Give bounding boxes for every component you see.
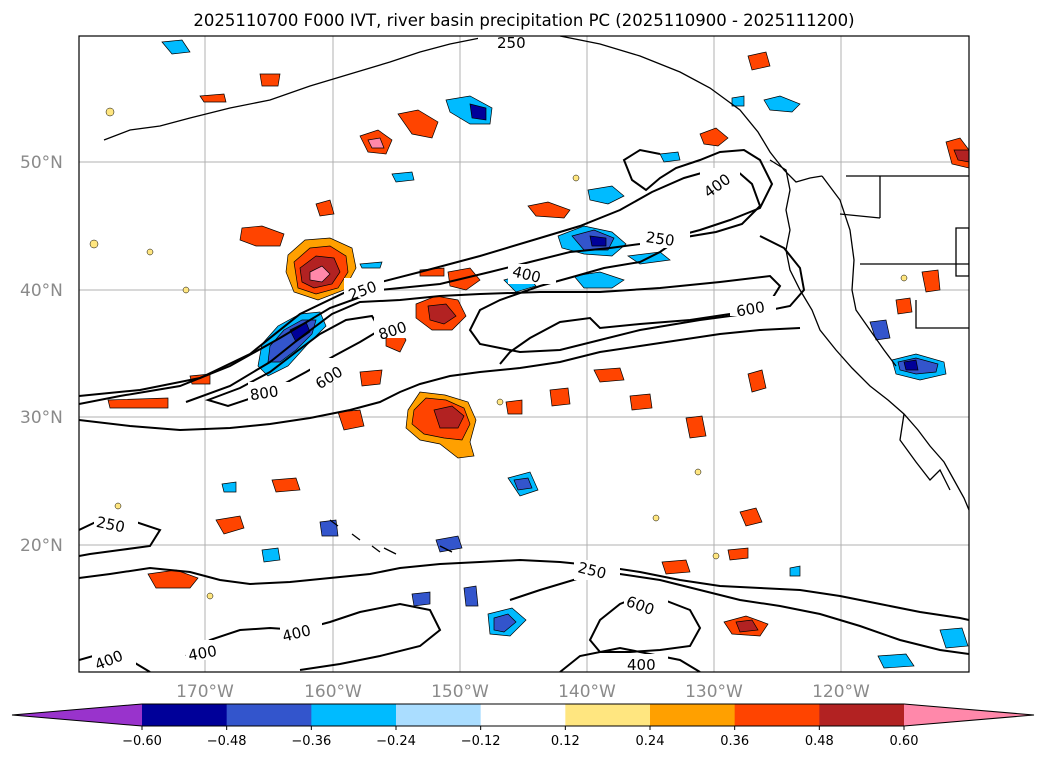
lon-label: 130°W	[685, 682, 743, 702]
ivt-contour-400-trop	[79, 558, 969, 621]
precip-blob-west	[199, 51, 969, 291]
colorbar: −0.60 −0.48 −0.36 −0.24 −0.12 0.12 0.24 0.36 0.4…	[11, 703, 1035, 749]
colorbar-segment	[565, 704, 651, 726]
colorbar-segment	[311, 704, 397, 726]
figure-title: 2025110700 F000 IVT, river basin precipi…	[193, 11, 854, 30]
hawaii-islands	[329, 519, 453, 555]
lon-label: 160°W	[304, 682, 362, 702]
contour-label: 400	[187, 642, 218, 665]
contour-label: 800	[249, 382, 280, 404]
light-positive-dots	[89, 107, 908, 600]
contour-label: 400	[627, 656, 656, 674]
precip-blob-south	[107, 269, 941, 637]
bc-coast	[769, 159, 969, 511]
ivt-contour-400-s2	[185, 602, 442, 671]
baja-coast	[899, 413, 951, 491]
lon-label: 170°W	[176, 682, 234, 702]
contour-label: 250	[497, 34, 526, 52]
lat-label: 40°N	[20, 281, 63, 301]
gulf-mainland	[839, 175, 969, 329]
precip-blob-mid	[385, 295, 467, 353]
colorbar-segment	[650, 704, 736, 726]
gridlines	[79, 36, 969, 672]
positive-precip-areas	[107, 51, 969, 637]
lon-label: 120°W	[812, 682, 870, 702]
ivt-contour-labels: 250 250 400 400 250 600 800 600 800 250 …	[92, 34, 776, 674]
coastlines	[103, 36, 969, 555]
negative-precip-areas	[161, 39, 969, 669]
precip-neg-mid	[445, 95, 801, 497]
ivt-contour-250-south	[79, 327, 801, 432]
contour-label: 250	[95, 513, 127, 537]
lat-label: 20°N	[20, 536, 63, 556]
contour-label: 600	[735, 298, 766, 321]
colorbar-segment	[142, 704, 228, 726]
colorbar-tick-label: 0.60	[890, 734, 919, 749]
map-area: 250 250 400 400 250 600 800 600 800 250 …	[79, 34, 969, 674]
lon-label: 140°W	[558, 682, 616, 702]
ivt-contour-400-s3	[559, 646, 701, 672]
precip-blob-hawaii-north	[285, 237, 357, 301]
longitude-labels: 170°W 160°W 150°W 140°W 130°W 120°W	[176, 682, 870, 702]
colorbar-tick-label: 0.48	[805, 734, 834, 749]
colorbar-extend-max	[904, 704, 1034, 726]
ivt-contour-400-main	[79, 148, 774, 405]
lat-label: 30°N	[20, 408, 63, 428]
ivt-contour-600-trop	[588, 594, 702, 653]
ivt-contour-600-inner	[185, 274, 782, 403]
lat-label: 50°N	[20, 153, 63, 173]
colorbar-extend-min	[12, 704, 142, 726]
map-frame	[78, 35, 970, 673]
contour-label: 250	[645, 228, 676, 250]
colorbar-tick-label: −0.24	[376, 734, 416, 749]
precip-neg-south	[161, 39, 801, 637]
colorbar-tick-label: 0.12	[551, 734, 580, 749]
us-west-coast	[821, 175, 897, 367]
lon-label: 150°W	[431, 682, 489, 702]
colorbar-segment	[480, 704, 566, 726]
colorbar-tick-label: 0.24	[636, 734, 665, 749]
colorbar-tick-label: −0.48	[207, 734, 247, 749]
colorbar-segment	[819, 704, 905, 726]
alaska-coast	[559, 36, 823, 183]
colorbar-tick-label: 0.36	[720, 734, 749, 749]
colorbar-segment	[226, 704, 312, 726]
colorbar-tick-label: −0.36	[291, 734, 331, 749]
latitude-labels: 50°N 40°N 30°N 20°N	[20, 153, 63, 556]
precip-neg-west-coast	[869, 319, 969, 669]
colorbar-tick-label: −0.60	[122, 734, 162, 749]
precip-blob-central	[405, 391, 477, 459]
colorbar-segment	[396, 704, 482, 726]
aleutian-coastline	[103, 36, 511, 141]
colorbar-segment	[734, 704, 820, 726]
colorbar-tick-label: −0.12	[461, 734, 501, 749]
